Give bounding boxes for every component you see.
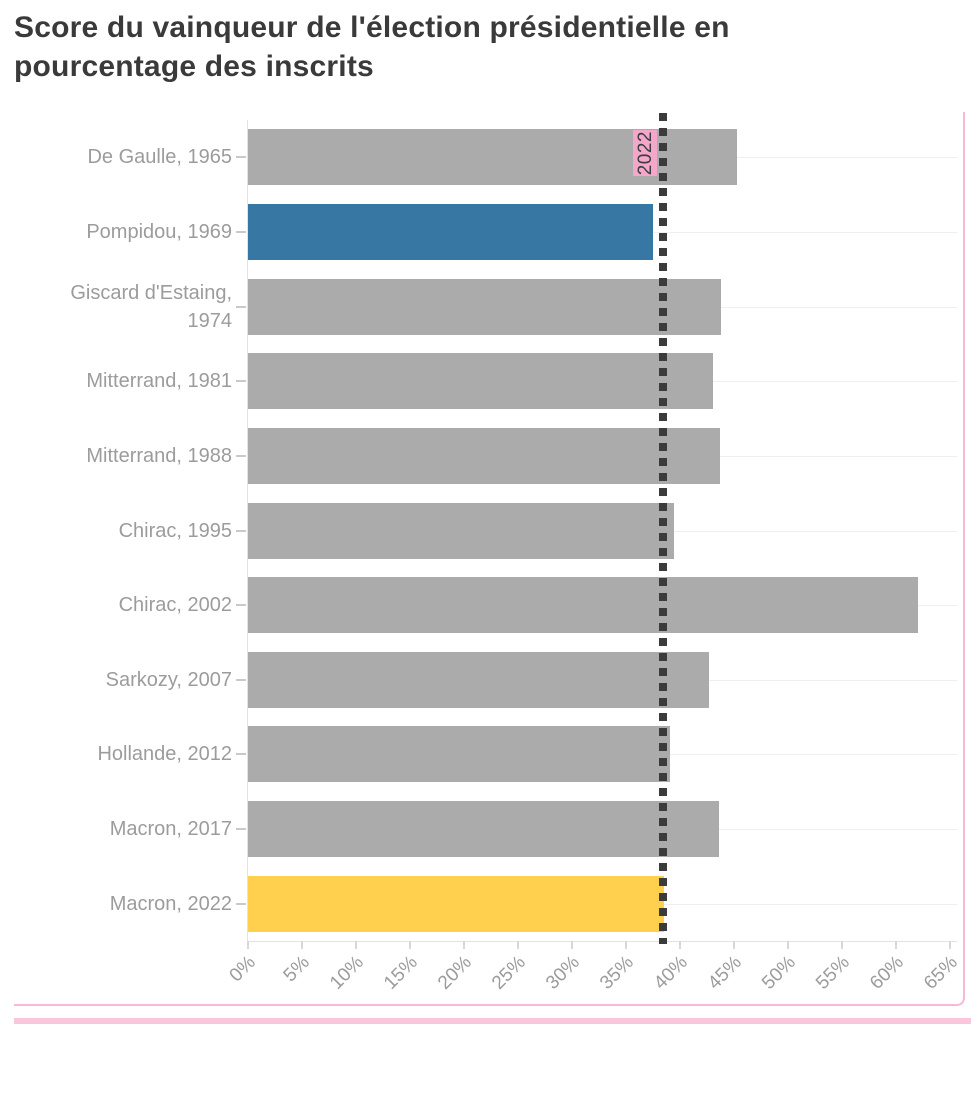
bar-hollande-2012 (248, 726, 670, 782)
x-axis-tick (517, 941, 519, 949)
chart-title-line2: pourcentage des inscrits (14, 50, 374, 83)
bar-sarkozy-2007 (248, 652, 709, 708)
pink-divider-band (14, 1018, 971, 1024)
y-axis-tick (236, 903, 246, 905)
card-pink-border (14, 112, 965, 1006)
bar-macron-2022 (248, 876, 664, 932)
y-axis-label: Chirac, 1995 (118, 519, 232, 542)
x-axis-tick (409, 941, 411, 949)
reference-line-2022 (659, 113, 667, 944)
x-axis-tick (841, 941, 843, 949)
y-axis-tick (236, 380, 246, 382)
reference-line-label-text: 2022 (634, 130, 656, 176)
y-axis-label: Macron, 2017 (109, 818, 232, 841)
chart-card: Score du vainqueur de l'élection préside… (14, 8, 971, 1024)
x-axis-tick (679, 941, 681, 949)
y-axis-tick (236, 604, 246, 606)
x-axis-tick (949, 941, 951, 949)
y-axis-tick (236, 306, 246, 308)
chart-title-line1: Score du vainqueur de l'élection préside… (14, 11, 730, 44)
y-axis-tick (236, 530, 246, 532)
x-axis-tick (301, 941, 303, 949)
y-axis-tick (236, 679, 246, 681)
bar-mitterrand-1988 (248, 428, 720, 484)
chart-title: Score du vainqueur de l'élection préside… (14, 8, 964, 86)
x-axis-tick (787, 941, 789, 949)
y-axis-label: Chirac, 2002 (118, 594, 232, 617)
x-axis-line (247, 941, 957, 942)
y-axis-tick (236, 231, 246, 233)
y-axis-line (247, 120, 248, 941)
bar-chirac-2002 (248, 577, 918, 633)
bar-mitterrand-1981 (248, 353, 713, 409)
y-axis-tick (236, 455, 246, 457)
x-axis-tick (895, 941, 897, 949)
y-axis-label: Giscard d'Estaing, 1974 (70, 281, 232, 332)
y-axis-tick (236, 753, 246, 755)
bar-macron-2017 (248, 801, 719, 857)
x-axis-tick (571, 941, 573, 949)
y-axis-label: Mitterrand, 1988 (86, 444, 232, 467)
x-axis-tick (463, 941, 465, 949)
y-axis-tick (236, 828, 246, 830)
bar-pompidou-1969 (248, 204, 653, 260)
y-axis-label: Sarkozy, 2007 (105, 668, 232, 691)
y-axis-label: Macron, 2022 (109, 892, 232, 915)
x-axis-tick (625, 941, 627, 949)
bar-giscard-d-estaing-1974 (248, 279, 721, 335)
y-axis-label: Hollande, 2012 (97, 743, 232, 766)
x-axis-tick (247, 941, 249, 949)
y-axis-label: Pompidou, 1969 (86, 220, 232, 243)
bar-chirac-1995 (248, 503, 674, 559)
reference-line-label: 2022 (633, 130, 657, 176)
y-axis-tick (236, 156, 246, 158)
x-axis-tick (733, 941, 735, 949)
y-axis-label: Mitterrand, 1981 (86, 370, 232, 393)
y-axis-label: De Gaulle, 1965 (87, 146, 232, 169)
x-axis-tick (355, 941, 357, 949)
